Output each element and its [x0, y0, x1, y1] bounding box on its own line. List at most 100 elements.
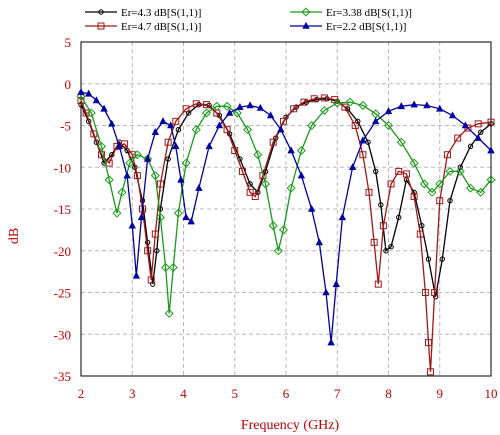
- data-point-triangle: [128, 221, 136, 229]
- data-point-triangle: [266, 111, 275, 119]
- x-tick-labels: 2 3 4 5 6 7 8 9 10: [78, 386, 498, 401]
- data-point-triangle: [487, 146, 495, 154]
- data-point-square: [82, 109, 90, 117]
- data-point-triangle: [100, 104, 108, 112]
- data-point-square: [487, 118, 495, 126]
- data-point-square: [90, 130, 98, 138]
- data-point-triangle: [327, 338, 335, 346]
- y-tick-label: 5: [65, 35, 72, 50]
- data-point-square: [231, 147, 239, 155]
- data-point-circle: [425, 256, 432, 262]
- data-point-square: [320, 94, 328, 102]
- data-point-circle: [467, 143, 474, 150]
- data-point-triangle: [159, 117, 167, 125]
- legend-item: Er=3.38 dB[S(1,1)]: [290, 7, 412, 19]
- data-point-diamond: [125, 158, 135, 168]
- data-point-triangle: [322, 288, 330, 296]
- data-point-triangle: [215, 121, 224, 129]
- x-tick-label: 4: [180, 386, 187, 401]
- data-point-triangle: [166, 121, 175, 129]
- series-layer: [76, 87, 496, 376]
- data-point-triangle: [410, 100, 418, 108]
- data-point-diamond: [112, 208, 122, 218]
- data-point-square: [290, 105, 298, 113]
- data-point-triangle: [315, 238, 324, 246]
- data-point-diamond: [164, 308, 174, 318]
- data-point-square: [443, 151, 451, 159]
- data-point-diamond: [301, 7, 311, 17]
- legend-label: Er=2.2 dB[S(1,1)]: [326, 21, 406, 33]
- data-point-diamond: [191, 125, 201, 135]
- data-point-diamond: [409, 158, 419, 168]
- data-point-circle: [247, 181, 253, 187]
- data-point-diamond: [396, 137, 406, 147]
- data-point-diamond: [212, 101, 222, 111]
- data-point-square: [424, 339, 432, 347]
- data-point-square: [182, 105, 190, 113]
- y-tick-labels: -35 -30 -25 -20 -15 -10 -5 0 5: [54, 35, 71, 384]
- data-point-square: [133, 172, 141, 180]
- data-point-triangle: [448, 111, 457, 119]
- data-point-diamond: [132, 150, 142, 160]
- legend-label: Er=3.38 dB[S(1,1)]: [326, 7, 412, 19]
- data-point-triangle: [195, 183, 203, 191]
- data-point-square: [387, 180, 395, 188]
- y-tick-label: -25: [54, 286, 71, 301]
- x-tick-label: 6: [283, 386, 290, 401]
- data-point-triangle: [359, 136, 367, 144]
- data-point-square: [310, 95, 318, 103]
- data-point-diamond: [345, 97, 355, 107]
- legend: Er=4.3 dB[S(1,1)] Er=4.7 dB[S(1,1)] Er=3.3…: [85, 7, 412, 33]
- data-point-triangle: [225, 108, 234, 116]
- data-point-circle: [396, 214, 402, 221]
- data-point-square: [164, 138, 172, 146]
- data-point-circle: [378, 202, 384, 208]
- data-point-triangle: [108, 119, 116, 127]
- y-tick-label: -35: [54, 369, 71, 384]
- data-point-square: [223, 126, 231, 134]
- series-3: [76, 91, 496, 318]
- data-point-triangle: [246, 101, 254, 109]
- data-point-square: [436, 197, 444, 205]
- series-4: [77, 87, 495, 346]
- data-point-square: [121, 140, 129, 148]
- data-point-diamond: [202, 108, 212, 118]
- data-point-diamond: [232, 108, 242, 118]
- data-point-circle: [388, 243, 394, 250]
- data-point-square: [379, 222, 387, 230]
- data-point-circle: [165, 156, 171, 162]
- data-point-square: [359, 151, 367, 159]
- legend-item: Er=4.3 dB[S(1,1)]: [85, 7, 201, 19]
- data-point-square: [351, 122, 359, 129]
- legend-label: Er=4.7 dB[S(1,1)]: [121, 21, 201, 33]
- data-point-triangle: [92, 96, 101, 104]
- data-point-diamond: [268, 221, 278, 231]
- legend-item: Er=2.2 dB[S(1,1)]: [290, 21, 406, 33]
- data-point-triangle: [348, 163, 357, 171]
- data-point-circle: [432, 293, 439, 300]
- data-point-diamond: [332, 98, 342, 108]
- data-point-square: [105, 159, 113, 167]
- data-point-triangle: [236, 102, 244, 110]
- grid-lines: [81, 42, 491, 376]
- data-point-triangle: [123, 171, 131, 179]
- data-point-square: [300, 98, 308, 106]
- data-point-square: [97, 22, 105, 30]
- data-point-circle: [447, 197, 453, 204]
- x-tick-label: 2: [78, 386, 85, 401]
- data-point-triangle: [256, 103, 265, 111]
- data-point-circle: [457, 164, 463, 170]
- data-point-triangle: [277, 125, 285, 133]
- data-point-diamond: [104, 175, 114, 185]
- data-point-diamond: [278, 225, 288, 235]
- data-point-triangle: [474, 133, 482, 141]
- plot-frame: [80, 41, 492, 377]
- data-point-square: [279, 117, 287, 125]
- data-point-diamond: [173, 208, 183, 218]
- data-point-square: [421, 289, 429, 296]
- data-point-diamond: [319, 105, 329, 115]
- data-point-square: [416, 230, 424, 238]
- data-point-square: [474, 120, 482, 128]
- data-point-triangle: [287, 146, 295, 154]
- data-point-diamond: [150, 171, 160, 181]
